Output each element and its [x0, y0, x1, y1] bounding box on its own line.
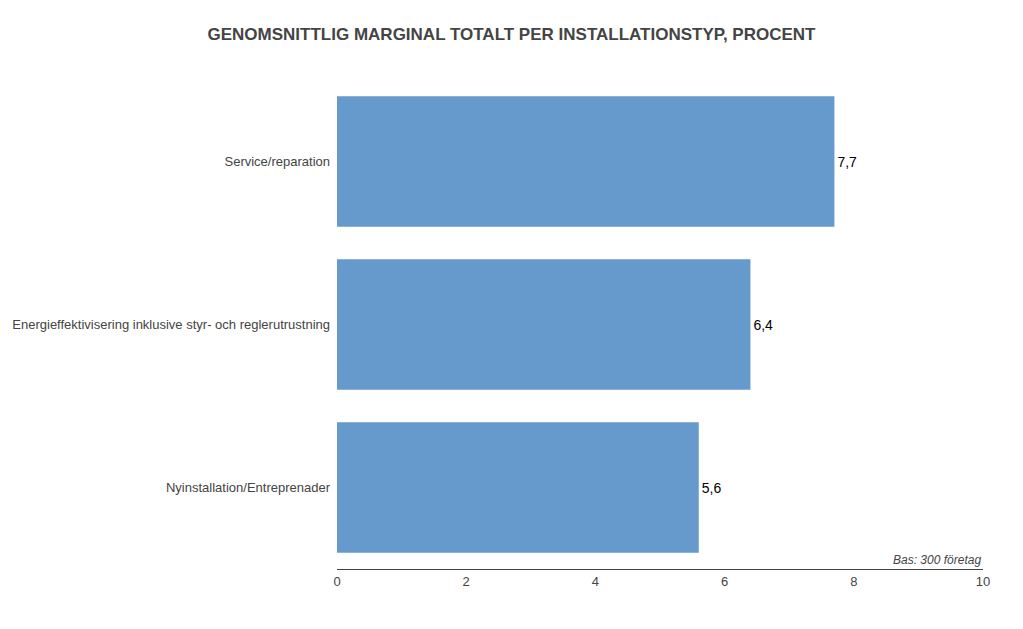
svg-text:7,7: 7,7: [837, 154, 857, 170]
svg-text:Bas: 300 företag: Bas: 300 företag: [893, 553, 981, 567]
svg-text:6: 6: [721, 574, 728, 589]
svg-text:2: 2: [463, 574, 470, 589]
svg-text:GENOMSNITTLIG MARGINAL TOTALT: GENOMSNITTLIG MARGINAL TOTALT PER INSTAL…: [208, 25, 817, 44]
svg-text:5,6: 5,6: [702, 480, 722, 496]
svg-text:4: 4: [592, 574, 599, 589]
svg-text:0: 0: [333, 574, 340, 589]
svg-text:Service/reparation: Service/reparation: [225, 154, 331, 169]
svg-text:6,4: 6,4: [753, 317, 773, 333]
svg-text:Energieffektivisering inklusiv: Energieffektivisering inklusive styr- oc…: [12, 317, 330, 332]
svg-text:8: 8: [850, 574, 857, 589]
svg-text:Nyinstallation/Entreprenader: Nyinstallation/Entreprenader: [166, 480, 331, 495]
svg-text:10: 10: [976, 574, 990, 589]
